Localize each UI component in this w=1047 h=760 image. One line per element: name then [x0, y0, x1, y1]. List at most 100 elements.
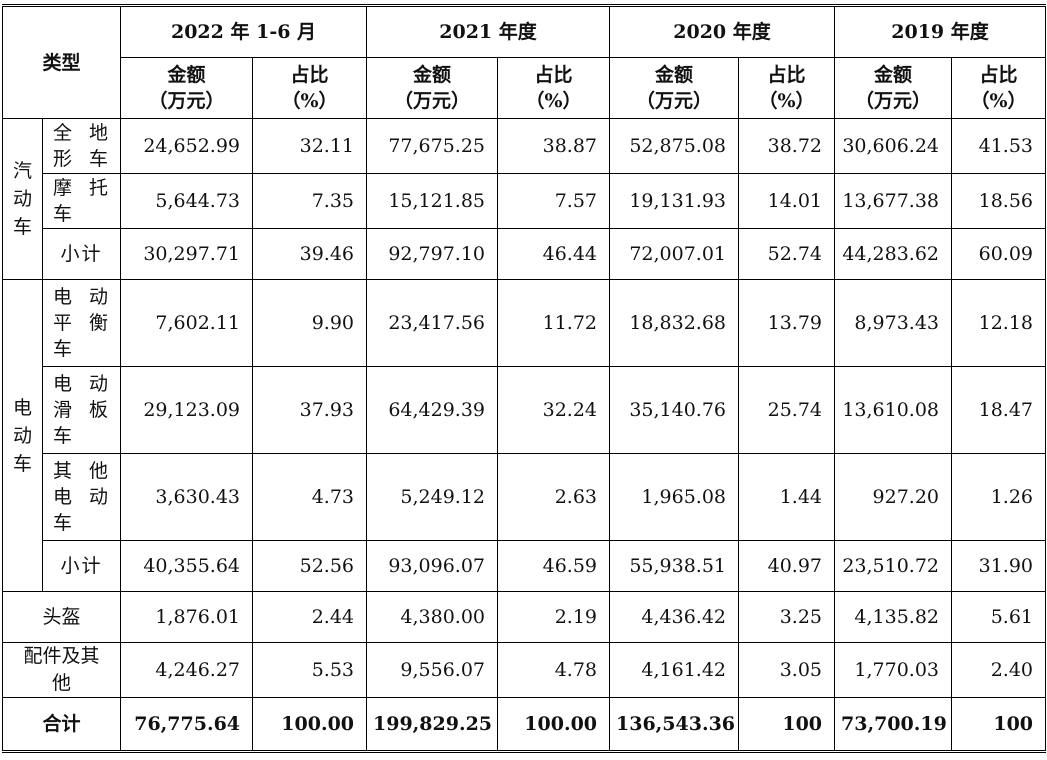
type-header: 类型 [1, 5, 122, 119]
amount-cell: 5,644.73 [120, 173, 254, 229]
table-row: 配件及其他 4,246.27 5.53 9,556.07 4.78 4,161.42 3.… [1, 642, 1047, 698]
amount-cell: 40,355.64 [120, 540, 254, 592]
amount-header: 金额 （万元） [366, 57, 499, 119]
amount-cell: 29,123.09 [120, 366, 254, 454]
share-cell: 11.72 [497, 279, 611, 367]
total-amount-cell: 73,700.19 [834, 697, 953, 752]
amount-cell: 77,675.25 [366, 118, 499, 174]
total-share-cell: 100.00 [252, 697, 368, 752]
share-cell: 60.09 [951, 228, 1047, 280]
amount-cell: 4,135.82 [834, 591, 953, 643]
share-cell: 25.74 [738, 366, 836, 454]
total-share-cell: 100 [951, 697, 1047, 752]
share-cell: 5.53 [252, 642, 368, 698]
amount-cell: 15,121.85 [366, 173, 499, 229]
amount-cell: 24,652.99 [120, 118, 254, 174]
amount-cell: 9,556.07 [366, 642, 499, 698]
amount-cell: 1,770.03 [834, 642, 953, 698]
amount-cell: 13,677.38 [834, 173, 953, 229]
period-header: 2021 年度 [366, 5, 611, 58]
share-cell: 1.26 [951, 453, 1047, 541]
amount-header: 金额 （万元） [120, 57, 254, 119]
total-row: 合计 76,775.64 100.00 199,829.25 100.00 136,54… [1, 697, 1047, 752]
share-cell: 3.05 [738, 642, 836, 698]
share-cell: 46.59 [497, 540, 611, 592]
share-cell: 2.63 [497, 453, 611, 541]
share-cell: 14.01 [738, 173, 836, 229]
row-label: 小计 [41, 540, 122, 592]
table-row: 头盔 1,876.01 2.44 4,380.00 2.19 4,436.42 3.25 4… [1, 591, 1047, 643]
header-row-metrics: 金额 （万元） 占比 （%） 金额 （万元） 占比 （%） 金额 （万元） 占比 （%） 金… [3, 57, 1047, 119]
amount-cell: 1,965.08 [609, 453, 740, 541]
total-share-cell: 100 [738, 697, 836, 752]
row-label: 小计 [41, 228, 122, 280]
table-row: 电动车 电动平衡车 7,602.11 9.90 23,417.56 11.72 18,8… [2, 279, 1047, 592]
share-cell: 46.44 [497, 228, 611, 280]
share-header: 占比 （%） [252, 57, 368, 119]
amount-cell: 4,161.42 [609, 642, 740, 698]
amount-cell: 92,797.10 [366, 228, 499, 280]
table-row: 其他电动车 3,630.43 4.73 5,249.12 2.63 1,965.08 1.… [3, 453, 1047, 541]
period-header: 2022 年 1-6 月 [120, 5, 368, 58]
amount-cell: 3,630.43 [120, 453, 254, 541]
header-row-periods: 类型 2022 年 1-6 月 2021 年度 2020 年度 2019 年度 [1, 5, 1047, 119]
share-header: 占比 （%） [738, 57, 836, 119]
table-row: 小计 30,297.71 39.46 92,797.10 46.44 72,007.01… [3, 228, 1047, 280]
share-cell: 52.56 [252, 540, 368, 592]
share-cell: 9.90 [252, 279, 368, 367]
share-cell: 13.79 [738, 279, 836, 367]
share-cell: 31.90 [951, 540, 1047, 592]
share-cell: 3.25 [738, 591, 836, 643]
share-cell: 39.46 [252, 228, 368, 280]
amount-cell: 927.20 [834, 453, 953, 541]
amount-cell: 13,610.08 [834, 366, 953, 454]
share-cell: 32.24 [497, 366, 611, 454]
amount-cell: 4,380.00 [366, 591, 499, 643]
period-header: 2019 年度 [834, 5, 1047, 58]
amount-cell: 64,429.39 [366, 366, 499, 454]
amount-cell: 1,876.01 [120, 591, 254, 643]
share-cell: 12.18 [951, 279, 1047, 367]
period-header: 2020 年度 [609, 5, 836, 58]
share-cell: 52.74 [738, 228, 836, 280]
amount-cell: 23,510.72 [834, 540, 953, 592]
row-label: 电动滑板车 [41, 366, 122, 454]
amount-cell: 35,140.76 [609, 366, 740, 454]
share-cell: 40.97 [738, 540, 836, 592]
row-label: 摩托车 [41, 173, 122, 229]
group-label-fuel: 汽动车 [2, 118, 43, 280]
amount-cell: 5,249.12 [366, 453, 499, 541]
share-cell: 18.47 [951, 366, 1047, 454]
share-cell: 4.78 [497, 642, 611, 698]
share-header: 占比 （%） [497, 57, 611, 119]
revenue-by-product-table: 类型 2022 年 1-6 月 2021 年度 2020 年度 2019 年度 … [1, 4, 1047, 753]
total-share-cell: 100.00 [497, 697, 611, 752]
total-amount-cell: 76,775.64 [120, 697, 254, 752]
amount-cell: 30,297.71 [120, 228, 254, 280]
total-amount-cell: 136,543.36 [609, 697, 740, 752]
amount-cell: 18,832.68 [609, 279, 740, 367]
amount-cell: 52,875.08 [609, 118, 740, 174]
total-amount-cell: 199,829.25 [366, 697, 499, 752]
total-label: 合计 [1, 697, 122, 752]
share-cell: 1.44 [738, 453, 836, 541]
share-header: 占比 （%） [951, 57, 1047, 119]
table-row: 电动滑板车 29,123.09 37.93 64,429.39 32.24 35,140… [3, 366, 1047, 454]
share-cell: 2.19 [497, 591, 611, 643]
amount-header: 金额 （万元） [834, 57, 953, 119]
share-cell: 2.44 [252, 591, 368, 643]
row-label: 配件及其他 [1, 642, 122, 698]
amount-cell: 7,602.11 [120, 279, 254, 367]
row-label: 全地形车 [41, 118, 122, 174]
amount-header: 金额 （万元） [609, 57, 740, 119]
amount-cell: 44,283.62 [834, 228, 953, 280]
share-cell: 18.56 [951, 173, 1047, 229]
table-row: 摩托车 5,644.73 7.35 15,121.85 7.57 19,131.93 14… [3, 173, 1047, 229]
row-label: 电动平衡车 [41, 279, 122, 367]
share-cell: 4.73 [252, 453, 368, 541]
amount-cell: 55,938.51 [609, 540, 740, 592]
group-label-electric: 电动车 [2, 279, 43, 592]
row-label: 其他电动车 [41, 453, 122, 541]
share-cell: 7.35 [252, 173, 368, 229]
share-cell: 7.57 [497, 173, 611, 229]
